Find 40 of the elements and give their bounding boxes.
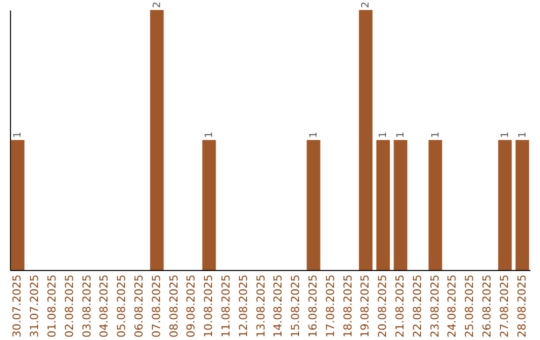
data-label: 1 <box>517 132 528 138</box>
x-tick-label: 31.07.2025 <box>28 274 42 338</box>
x-tick-label: 26.08.2025 <box>480 274 494 338</box>
data-label: 1 <box>430 132 442 138</box>
x-tick-label: 17.08.2025 <box>324 274 337 338</box>
data-label: 1 <box>378 132 390 138</box>
data-label: 1 <box>12 132 24 138</box>
data-label: 2 <box>152 2 163 8</box>
x-tick-label: 04.08.2025 <box>98 274 111 338</box>
x-tick-label: 11.08.2025 <box>219 274 232 338</box>
x-tick-label: 25.08.2025 <box>463 274 476 338</box>
data-label: 1 <box>308 132 320 138</box>
x-tick-label: 18.08.2025 <box>341 274 354 338</box>
x-tick-label: 06.08.2025 <box>132 274 146 338</box>
x-tick-label: 12.08.2025 <box>236 274 250 338</box>
x-tick-label: 01.08.2025 <box>45 274 58 338</box>
x-tick-label: 21.08.2025 <box>394 274 407 338</box>
x-tick-label: 08.08.2025 <box>167 274 180 338</box>
x-tick-label: 07.08.2025 <box>150 274 163 338</box>
x-tick-label: 03.08.2025 <box>80 274 94 338</box>
data-label: 2 <box>360 2 372 8</box>
x-tick-label: 13.08.2025 <box>254 274 268 338</box>
x-tick-label: 02.08.2025 <box>62 274 76 338</box>
x-tick-label: 22.08.2025 <box>410 274 424 338</box>
x-tick-label: 20.08.2025 <box>376 274 390 338</box>
x-tick-label: 30.07.2025 <box>10 274 24 338</box>
data-label: 1 <box>500 132 511 138</box>
x-tick-label: 16.08.2025 <box>306 274 320 338</box>
data-label: 1 <box>396 132 407 138</box>
x-tick-label: 28.08.2025 <box>515 274 528 338</box>
x-tick-label: 19.08.2025 <box>358 274 372 338</box>
x-tick-label: 10.08.2025 <box>202 274 216 338</box>
x-tick-label: 14.08.2025 <box>272 274 285 338</box>
x-tick-label: 27.08.2025 <box>498 274 511 338</box>
x-tick-label: 23.08.2025 <box>428 274 442 338</box>
x-tick-label: 09.08.2025 <box>184 274 198 338</box>
x-tick-label: 15.08.2025 <box>289 274 302 338</box>
x-tick-label: 24.08.2025 <box>446 274 459 338</box>
data-label: 1 <box>204 132 216 138</box>
x-tick-label: 05.08.2025 <box>115 274 128 338</box>
